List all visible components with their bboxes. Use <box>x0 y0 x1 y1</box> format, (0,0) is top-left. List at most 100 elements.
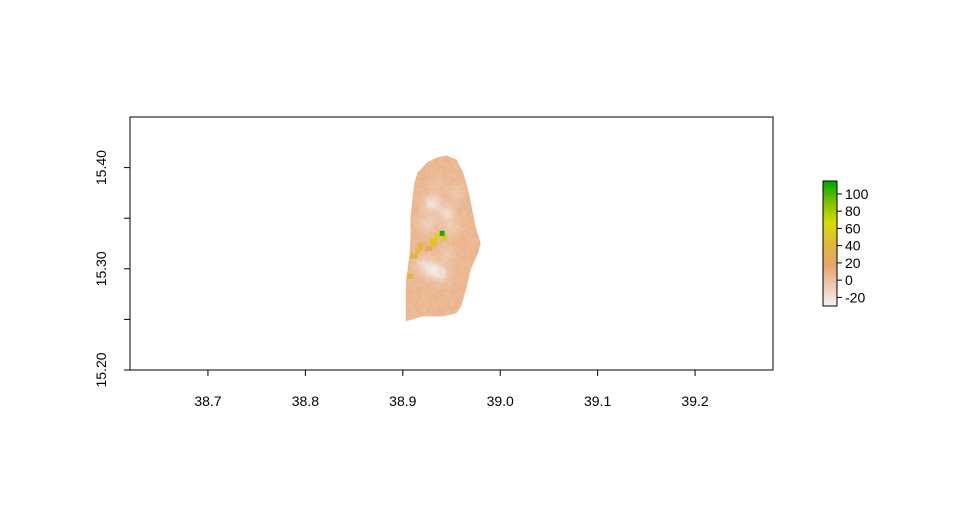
raster-cell <box>464 318 468 322</box>
raster-cell <box>430 220 434 224</box>
raster-cell <box>410 288 414 292</box>
raster-cell <box>425 278 429 282</box>
raster-cell <box>427 164 431 168</box>
raster-cell <box>430 179 434 183</box>
raster-cell <box>473 162 477 166</box>
raster-cell <box>449 189 453 193</box>
raster-cell <box>439 235 443 239</box>
raster-cell <box>456 162 460 166</box>
raster-cell <box>439 318 443 322</box>
raster-cell <box>459 220 463 224</box>
raster-cell <box>469 192 472 196</box>
raster-cell <box>471 184 475 188</box>
raster-cell <box>425 253 429 257</box>
raster-cell <box>469 263 472 267</box>
raster-cell <box>405 248 409 252</box>
raster-cell <box>413 280 416 284</box>
raster-cell <box>444 232 448 236</box>
raster-cell <box>427 205 431 209</box>
raster-cell <box>420 187 424 191</box>
raster-cell <box>434 202 438 206</box>
raster-cell <box>430 159 434 163</box>
raster-cell <box>442 192 446 196</box>
raster-cell <box>466 220 470 224</box>
raster-cell <box>430 313 434 317</box>
raster-cell <box>466 308 470 312</box>
raster-cell <box>451 296 455 300</box>
raster-cell <box>437 225 441 229</box>
colorbar-segment <box>823 297 837 301</box>
raster-cell <box>473 288 477 292</box>
raster-cell <box>444 293 448 297</box>
raster-cell <box>444 192 448 196</box>
raster-cell <box>451 167 455 171</box>
raster-cell <box>425 258 429 262</box>
raster-cell <box>410 306 414 310</box>
raster-cell <box>456 227 460 231</box>
raster-cell <box>437 217 441 221</box>
raster-cell <box>425 220 429 224</box>
raster-cell <box>434 311 438 315</box>
raster-cell <box>466 164 470 168</box>
raster-cell <box>456 159 460 163</box>
raster-cell <box>456 205 460 209</box>
raster-cell <box>471 235 475 239</box>
raster-cell <box>437 192 441 196</box>
raster-cell <box>417 253 421 257</box>
colorbar-segment <box>823 193 837 196</box>
raster-cell <box>408 162 412 166</box>
raster-cell <box>444 155 448 158</box>
raster-cell <box>451 177 455 181</box>
raster-cell <box>449 179 453 183</box>
raster-cell <box>461 155 465 158</box>
raster-cell <box>464 263 468 267</box>
raster-cell <box>461 197 465 201</box>
raster-cell <box>471 237 475 241</box>
raster-cell <box>405 301 409 305</box>
raster-cell <box>464 260 468 264</box>
raster-cell <box>405 235 409 239</box>
raster-cell <box>405 275 409 279</box>
raster-cell <box>417 275 421 279</box>
raster-cell <box>422 227 426 231</box>
raster-cell <box>417 220 421 224</box>
raster-cell <box>471 162 475 166</box>
raster-cell <box>473 205 477 209</box>
raster-cell <box>427 189 431 193</box>
raster-cell <box>413 255 416 259</box>
raster-cell <box>432 182 436 186</box>
raster-cell <box>405 303 409 307</box>
raster-cell <box>410 291 414 295</box>
raster-cell <box>413 308 416 312</box>
raster-cell <box>461 286 465 290</box>
raster-cell <box>469 308 472 312</box>
raster-cell <box>478 303 481 307</box>
raster-cell <box>456 187 460 191</box>
raster-cell <box>430 263 434 267</box>
raster-cell <box>447 207 451 211</box>
raster-cell <box>420 240 424 244</box>
raster-cell <box>417 225 421 229</box>
colorbar-segment <box>823 195 837 199</box>
raster-cell <box>420 172 424 176</box>
raster-cell <box>420 318 424 322</box>
raster-cell <box>451 217 455 221</box>
raster-cell <box>432 184 436 188</box>
raster-cell <box>439 291 443 295</box>
raster-cell <box>456 182 460 186</box>
raster-cell <box>456 268 460 272</box>
raster-cell <box>434 318 438 322</box>
raster-cell <box>451 255 455 259</box>
raster-cell <box>413 235 416 239</box>
raster-cell <box>456 240 460 244</box>
raster-cell <box>422 265 426 269</box>
colorbar-segment <box>823 191 837 194</box>
raster-cell <box>442 179 446 183</box>
raster-cell <box>405 162 409 166</box>
raster-cell <box>434 240 438 244</box>
raster-cell <box>439 255 443 259</box>
raster-cell <box>439 278 443 282</box>
raster-cell <box>427 179 431 183</box>
raster-cell <box>432 283 436 287</box>
